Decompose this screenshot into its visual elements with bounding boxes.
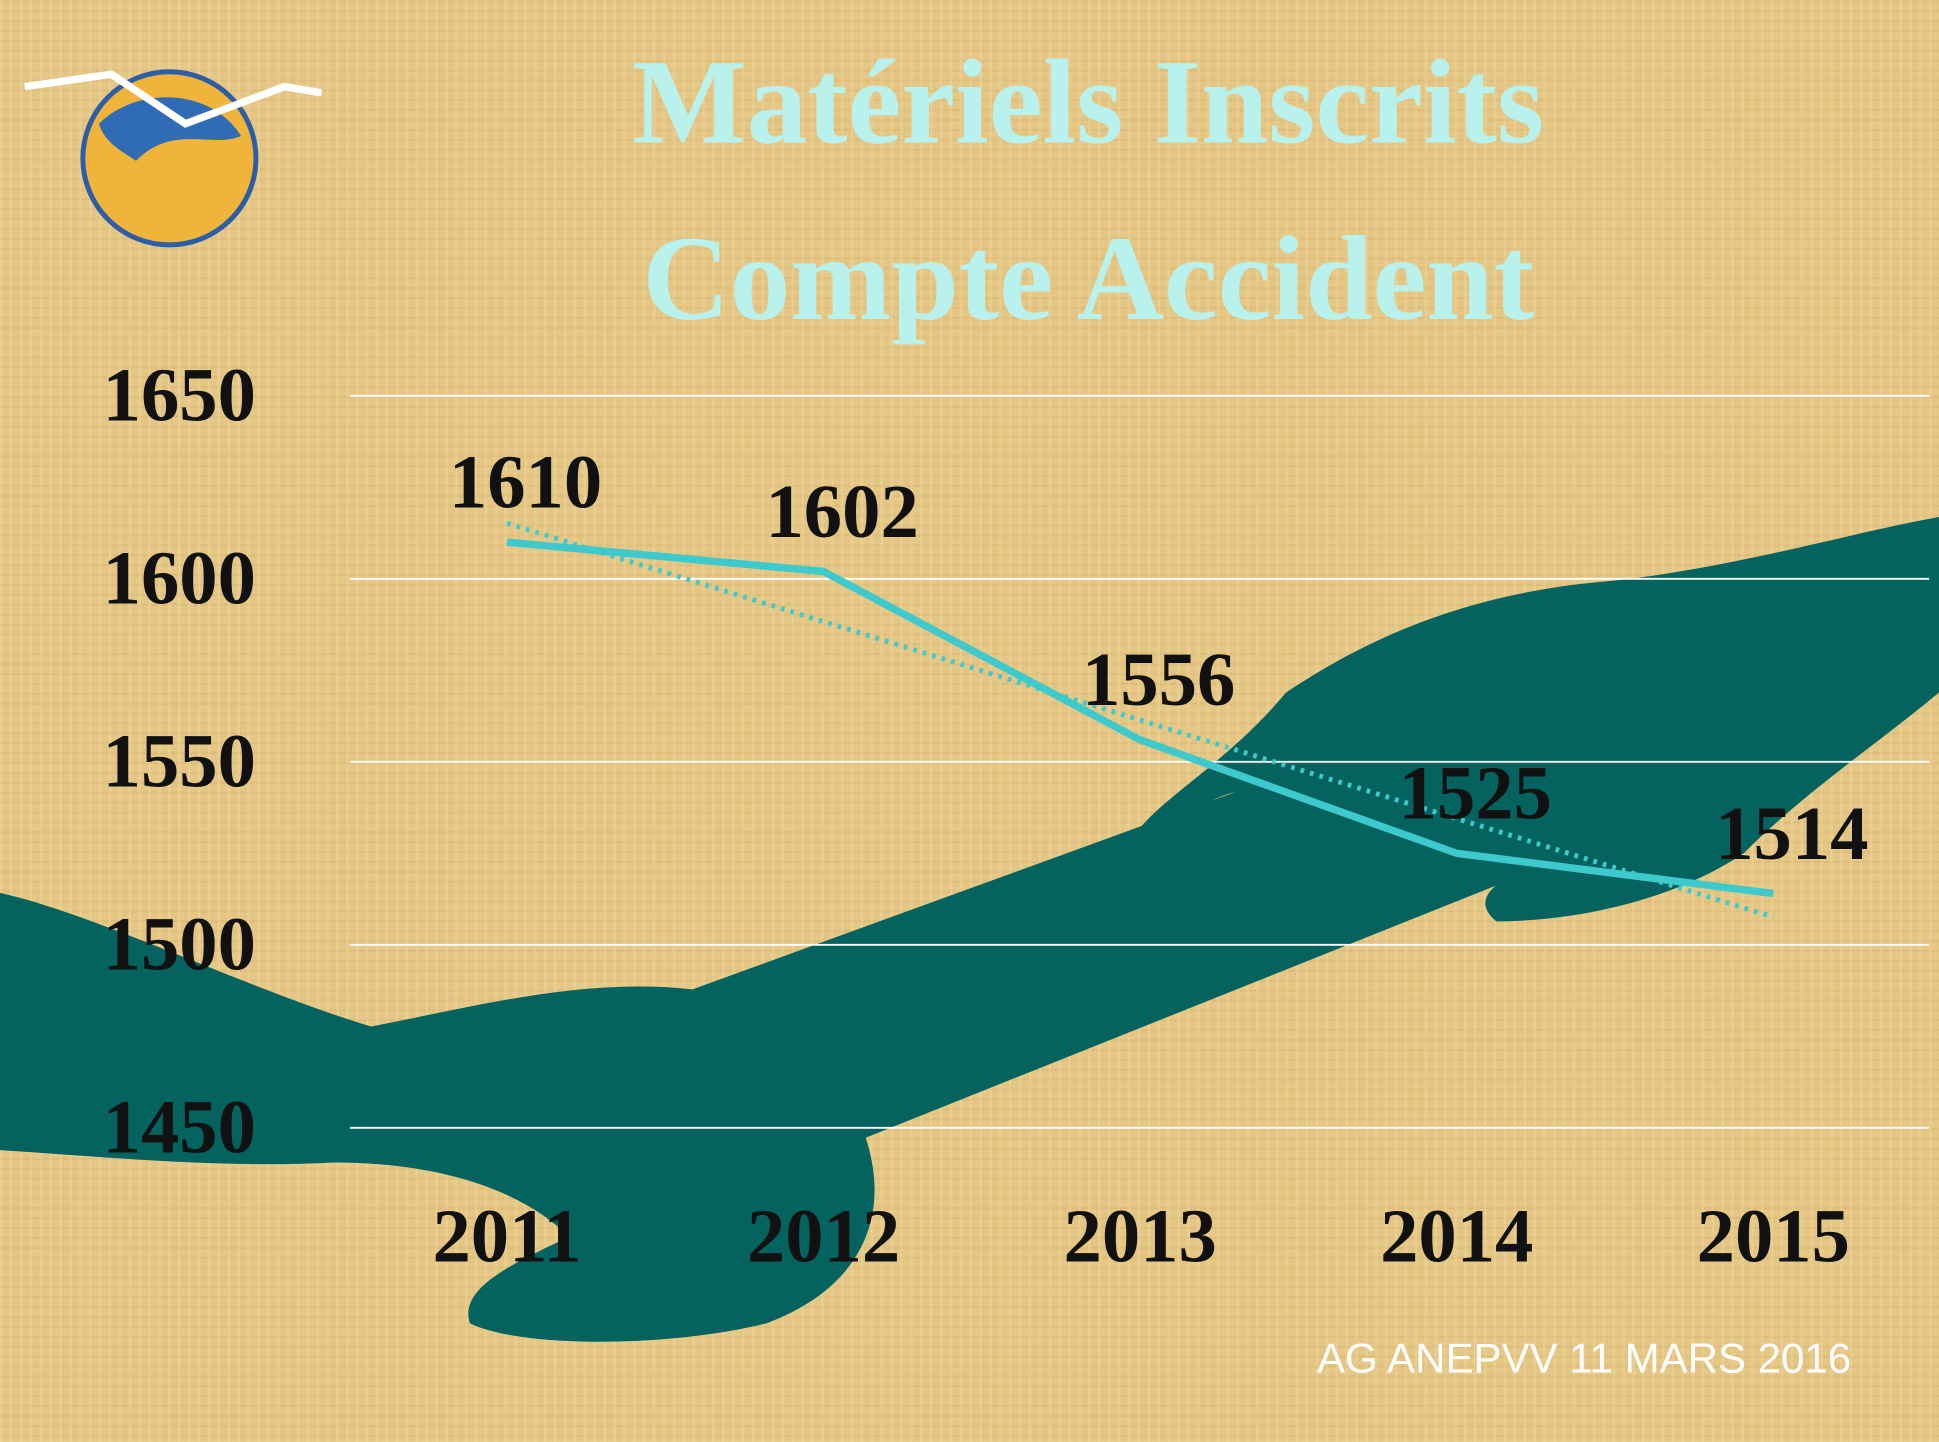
chart-title: Matériels Inscrits (632, 35, 1544, 169)
x-tick-label: 2015 (1697, 1193, 1850, 1278)
y-tick-label: 1600 (103, 536, 256, 621)
y-tick-label: 1500 (103, 902, 256, 987)
chart-title: Compte Accident (642, 212, 1534, 346)
x-tick-label: 2012 (747, 1193, 900, 1278)
data-label: 1525 (1399, 751, 1552, 836)
y-tick-label: 1450 (103, 1085, 256, 1170)
data-label: 1556 (1082, 637, 1235, 722)
chart: Matériels Inscrits Compte Accident AG AN… (0, 0, 1939, 1442)
x-tick-label: 2013 (1063, 1193, 1216, 1278)
data-label: 1602 (765, 469, 918, 554)
footer: AG ANEPVV 11 MARS 2016 (1317, 1335, 1851, 1382)
x-tick-label: 2014 (1380, 1193, 1533, 1278)
x-tick-label: 2011 (432, 1193, 581, 1278)
data-label: 1610 (449, 440, 602, 525)
data-label: 1514 (1715, 791, 1868, 876)
y-tick-label: 1550 (103, 719, 256, 804)
page: {"chart_data": {"type": "line", "title":… (0, 0, 1939, 1442)
y-tick-label: 1650 (103, 353, 256, 438)
